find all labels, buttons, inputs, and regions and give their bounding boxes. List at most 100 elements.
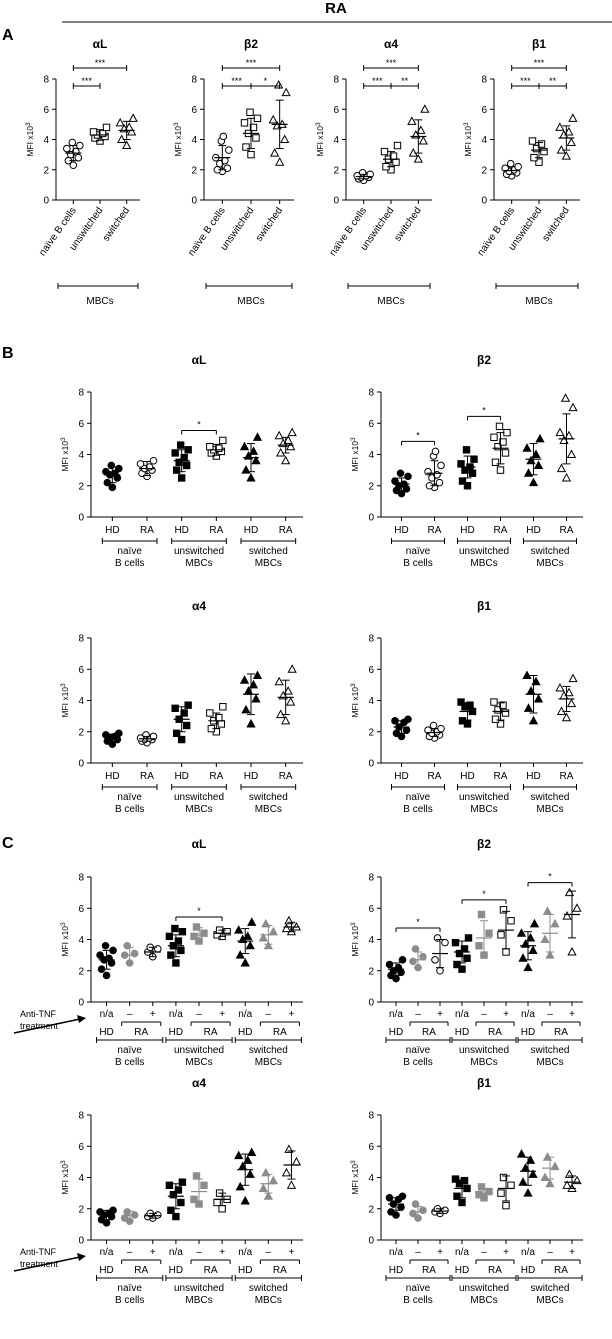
y-axis-label: MFI x103 [60,1160,70,1195]
y-tick-label: 8 [78,873,84,884]
chart-title: α4 [384,37,398,51]
anti-tnf-arrow-head [77,1015,86,1023]
x-tick-label: naïve B cells [186,205,228,258]
hd-label: HD [521,1027,535,1038]
significance-label: *** [372,76,383,86]
data-point [398,1192,407,1201]
data-point [455,949,464,958]
data-point [545,1178,555,1188]
y-axis-label: MFI x103 [173,122,183,157]
data-point [495,422,504,431]
y-axis-label: MFI x103 [350,437,360,472]
data-point [136,460,145,468]
data-point [385,960,394,969]
data-point [398,956,407,964]
group-label: B cells [115,1295,144,1306]
group-label: MBCs [536,1057,563,1068]
data-point [540,934,550,943]
x-tick-label: HD [174,771,188,782]
ra-label: RA [554,1265,568,1276]
x-tick-label: HD [526,771,540,782]
data-point [494,442,502,451]
data-point [460,1176,469,1185]
panel-label-a: A [2,27,14,44]
data-point [560,393,571,402]
y-axis-label: MFI x103 [463,122,473,157]
x-tick-label: + [569,1009,575,1020]
hd-label: HD [238,1027,252,1038]
x-tick-label: – [196,1247,202,1258]
data-point [533,460,544,469]
data-point [525,1155,536,1164]
data-point [281,87,291,97]
data-point [529,918,540,928]
data-point [240,119,249,127]
group-label: B cells [115,804,144,815]
data-point [496,720,505,728]
y-tick-label: 0 [481,196,487,207]
hd-label: HD [169,1027,183,1038]
y-tick-label: 6 [78,1142,84,1153]
data-point [564,887,575,897]
data-point [507,1181,515,1190]
data-point [528,715,539,725]
data-point [76,141,84,150]
data-point [274,676,284,686]
mbcs-label: MBCs [237,296,264,307]
x-tick-label: RA [428,525,442,536]
y-axis-label: MFI x103 [25,122,35,157]
data-point [246,718,256,728]
y-tick-label: 2 [368,727,374,738]
data-point [503,428,511,437]
data-point [174,1186,183,1194]
significance-label: *** [246,58,257,68]
data-point [283,435,293,444]
hd-label: HD [455,1027,469,1038]
data-point [281,923,292,933]
data-point [153,1211,162,1219]
data-point [431,956,439,964]
group-label: MBCs [255,1057,282,1068]
data-point [200,1181,208,1190]
y-tick-label: 2 [481,165,487,176]
x-tick-label: n/a [100,1247,114,1258]
group-label: naïve [406,546,431,557]
data-point [268,926,278,936]
data-point [287,664,297,673]
data-point [89,128,98,136]
data-point [172,959,180,967]
data-point [516,928,527,937]
y-tick-label: 8 [78,1111,84,1122]
data-point [165,932,174,941]
data-point [564,126,574,136]
anti-tnf-arrow-head [77,1253,86,1261]
data-point [281,1167,292,1177]
data-point [531,449,541,458]
data-point [213,1198,221,1207]
group-label: switched [249,546,288,557]
data-point [523,1188,533,1197]
data-point [249,123,258,132]
x-tick-label: n/a [455,1247,469,1258]
x-tick-label: HD [244,525,258,536]
data-point [407,116,417,125]
x-tick-label: switched [254,205,285,243]
data-point [497,1189,505,1197]
group-label: unswitched [459,792,509,803]
data-point [120,1214,129,1222]
data-point [525,932,536,942]
data-point [485,1187,493,1196]
data-point [424,467,432,476]
y-tick-label: 8 [78,388,84,399]
x-tick-label: switched [101,205,132,243]
significance-label: *** [231,76,242,86]
group-label: naïve [117,1045,142,1056]
data-point [528,945,538,954]
data-point [555,682,565,692]
data-point [115,117,125,127]
data-point [245,940,255,950]
data-point [223,927,231,936]
data-point [96,951,104,959]
anti-tnf-arrow-line [13,1256,81,1272]
data-point [281,715,291,725]
